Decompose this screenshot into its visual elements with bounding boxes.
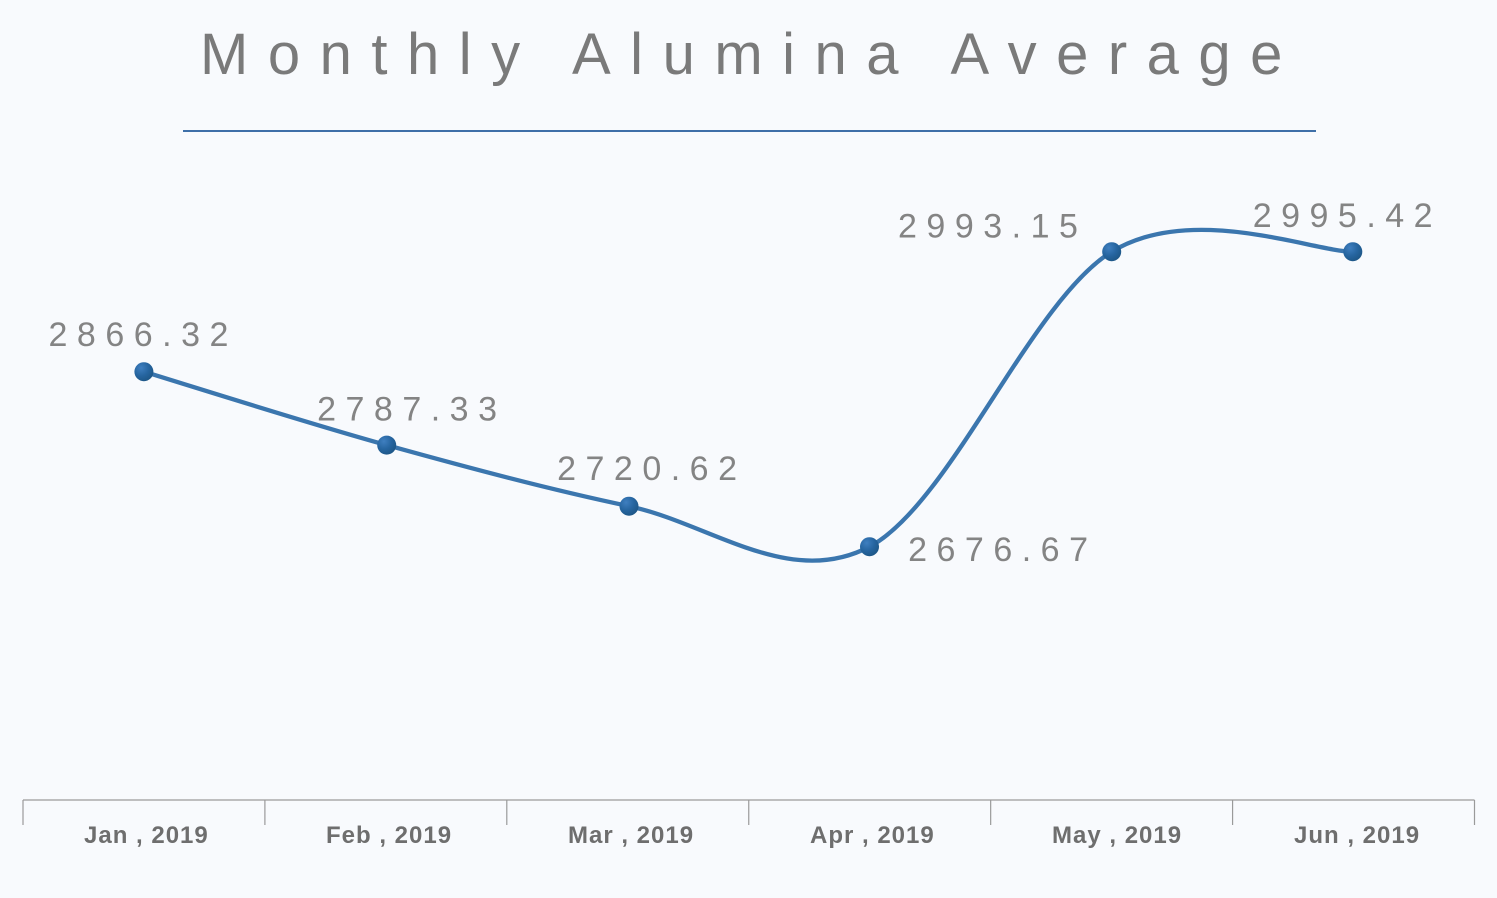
- svg-text:2720.62: 2720.62: [557, 450, 746, 488]
- svg-text:2993.15: 2993.15: [898, 208, 1087, 246]
- svg-text:2676.67: 2676.67: [908, 531, 1097, 569]
- svg-text:May , 2019: May , 2019: [1052, 822, 1182, 849]
- svg-text:Jun , 2019: Jun , 2019: [1294, 822, 1420, 849]
- svg-text:Mar , 2019: Mar , 2019: [568, 822, 694, 849]
- svg-text:2787.33: 2787.33: [317, 390, 506, 428]
- svg-text:2995.42: 2995.42: [1253, 197, 1442, 235]
- svg-text:Feb , 2019: Feb , 2019: [326, 822, 452, 849]
- svg-text:Jan , 2019: Jan , 2019: [84, 822, 209, 849]
- svg-text:Apr , 2019: Apr , 2019: [810, 822, 935, 849]
- svg-text:2866.32: 2866.32: [49, 316, 238, 354]
